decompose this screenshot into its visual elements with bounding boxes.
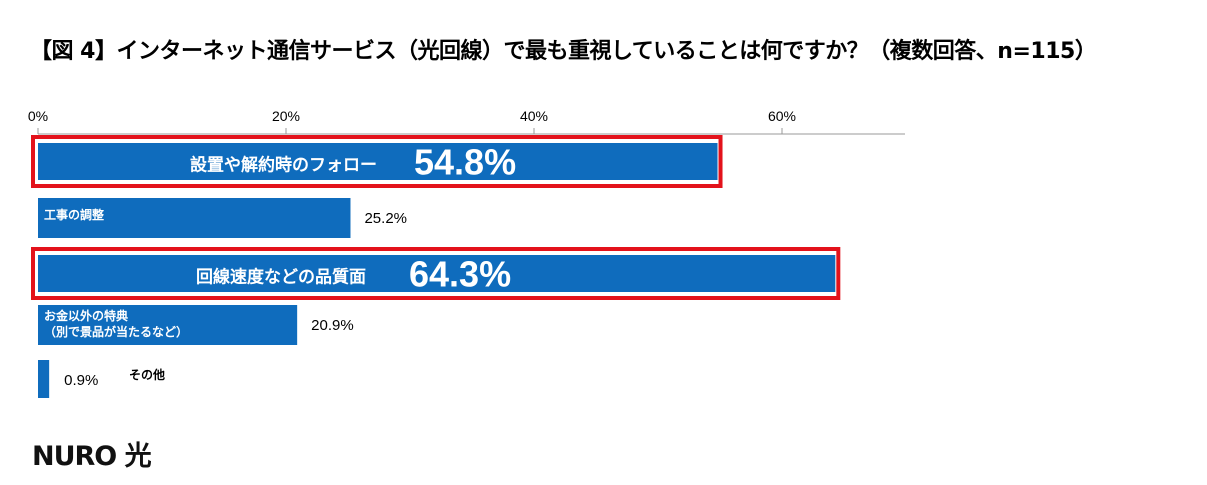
- category-label: 設置や解約時のフォロー: [190, 155, 377, 176]
- category-label: その他: [129, 367, 165, 382]
- bar: [38, 255, 836, 292]
- data-label: 64.3%: [409, 254, 511, 295]
- bar: [38, 305, 298, 345]
- data-label: 0.9%: [64, 372, 98, 389]
- x-tick-label: 60%: [768, 108, 796, 124]
- data-label: 25.2%: [364, 210, 407, 227]
- x-tick-label: 20%: [272, 108, 300, 124]
- chart-title: 【図 4】インターネット通信サービス（光回線）で最も重視していることは何ですか？…: [30, 39, 1097, 64]
- category-label: お金以外の特典: [44, 308, 128, 323]
- x-tick-label: 40%: [520, 108, 548, 124]
- bar: [38, 198, 351, 238]
- highlight-box: [31, 135, 723, 188]
- category-label: （別で景品が当たるなど）: [44, 324, 188, 339]
- highlight-box: [31, 247, 841, 300]
- category-label: 回線速度などの品質面: [196, 267, 366, 288]
- bar: [38, 143, 718, 180]
- category-label: 工事の調整: [44, 207, 104, 222]
- x-tick-label: 0%: [28, 108, 48, 124]
- brand-logo: NURO 光: [32, 441, 152, 472]
- data-label: 20.9%: [311, 317, 354, 334]
- bar: [38, 360, 50, 398]
- data-label: 54.8%: [414, 142, 516, 183]
